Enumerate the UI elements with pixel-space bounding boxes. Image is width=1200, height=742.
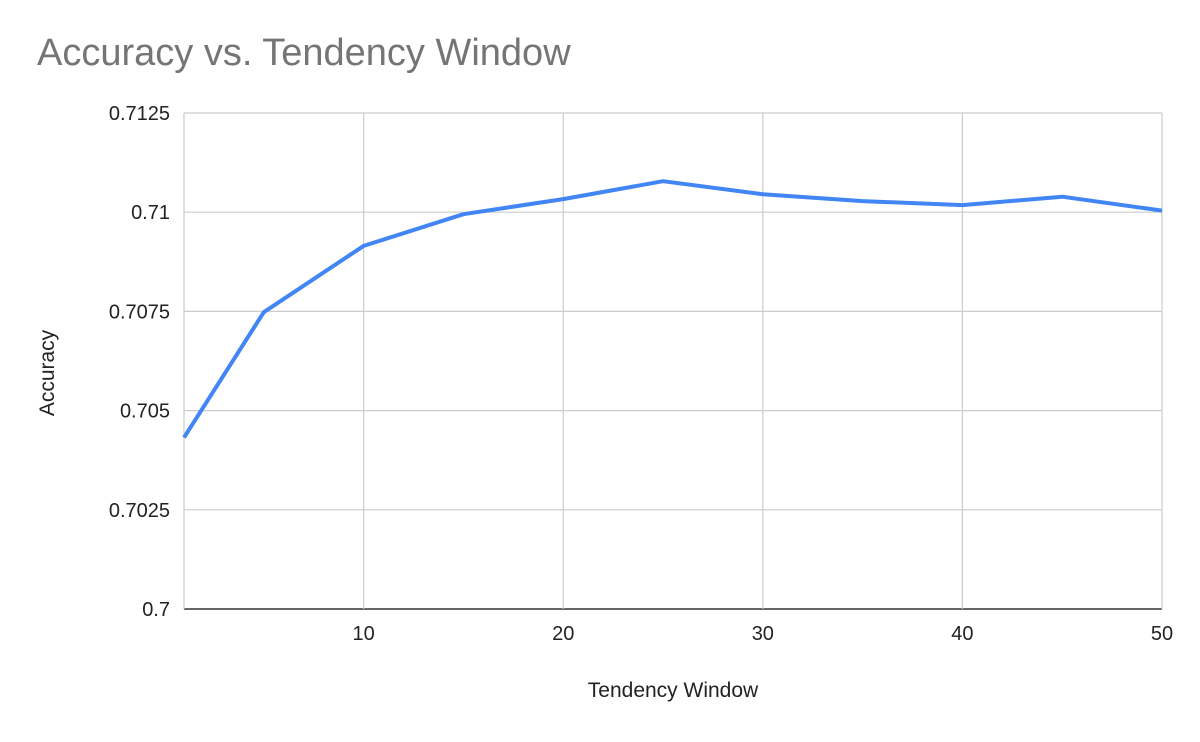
x-tick-label: 20 — [552, 623, 574, 645]
y-tick-label: 0.705 — [120, 401, 170, 423]
y-tick-label: 0.7 — [142, 599, 170, 621]
x-tick-label: 50 — [1151, 623, 1173, 645]
series-line — [182, 179, 1163, 439]
y-tick-label: 0.7125 — [109, 103, 170, 125]
x-tick-label: 30 — [752, 623, 774, 645]
y-tick-label: 0.7075 — [109, 301, 170, 323]
y-tick-label: 0.7025 — [109, 500, 170, 522]
y-axis-title: Accuracy — [36, 329, 59, 417]
y-tick-label: 0.71 — [131, 202, 170, 224]
x-tick-label: 10 — [353, 623, 375, 645]
x-tick-label: 40 — [951, 623, 973, 645]
x-axis-title: Tendency Window — [587, 679, 759, 702]
chart-title: Accuracy vs. Tendency Window — [37, 32, 571, 74]
